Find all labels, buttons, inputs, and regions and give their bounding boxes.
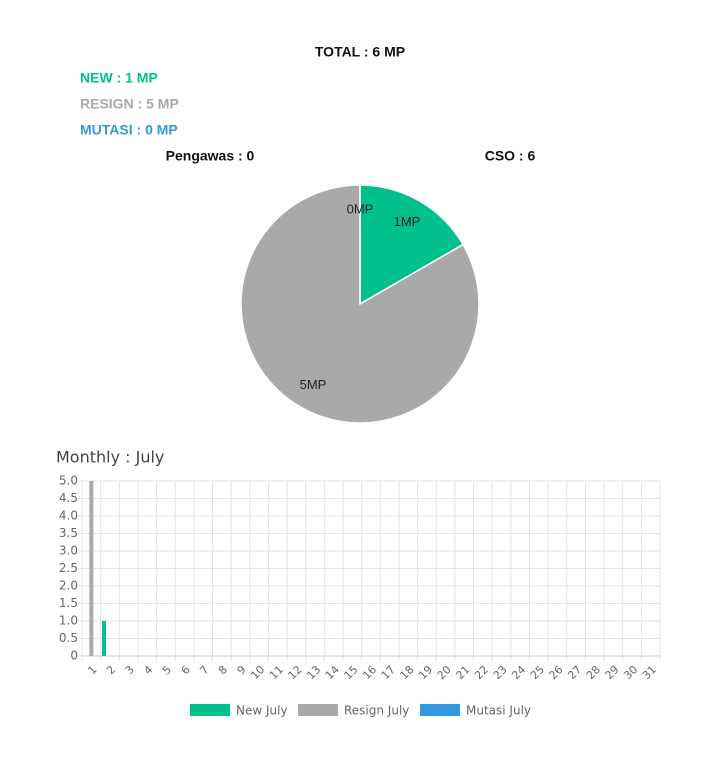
x-tick-label: 14	[323, 663, 342, 682]
x-tick-label: 13	[304, 663, 323, 682]
y-tick-label: 2.5	[59, 561, 78, 575]
x-tick-label: 15	[342, 663, 361, 682]
x-tick-label: 11	[267, 663, 286, 682]
x-tick-label: 23	[491, 663, 510, 682]
x-tick-label: 18	[397, 663, 416, 682]
legend-swatch	[420, 704, 460, 716]
resign-label: RESIGN : 5 MP	[80, 96, 179, 112]
x-tick-label: 6	[179, 663, 193, 677]
legend-swatch	[190, 704, 230, 716]
x-tick-label: 27	[565, 663, 584, 682]
x-tick-label: 21	[453, 663, 472, 682]
x-tick-label: 17	[379, 663, 398, 682]
x-tick-label: 5	[160, 663, 174, 677]
pie-value-label: 0MP	[347, 201, 374, 216]
pie-slice	[359, 184, 465, 306]
x-tick-label: 10	[248, 663, 267, 682]
x-tick-label: 26	[547, 663, 566, 682]
x-tick-label: 16	[360, 663, 379, 682]
x-tick-label: 28	[584, 663, 603, 682]
x-tick-label: 22	[472, 663, 491, 682]
x-tick-label: 1	[85, 663, 99, 677]
x-tick-label: 31	[640, 663, 659, 682]
y-tick-label: 0.5	[59, 631, 78, 645]
legend-label: Mutasi July	[466, 704, 531, 718]
bar	[101, 621, 106, 656]
x-tick-label: 4	[141, 663, 155, 677]
x-tick-label: 24	[509, 663, 528, 682]
y-tick-label: 3.0	[59, 544, 78, 558]
pengawas-label: Pengawas : 0	[166, 148, 255, 164]
y-tick-label: 0	[70, 649, 78, 663]
y-tick-label: 3.5	[59, 526, 78, 540]
x-tick-label: 25	[528, 663, 547, 682]
x-tick-label: 9	[235, 663, 249, 677]
bar	[89, 481, 94, 656]
y-tick-label: 5.0	[59, 474, 78, 488]
y-tick-label: 4.0	[59, 509, 78, 523]
x-tick-label: 19	[416, 663, 435, 682]
y-tick-label: 4.5	[59, 491, 78, 505]
chart-title: Monthly : July	[56, 448, 164, 467]
cso-label: CSO : 6	[485, 148, 536, 164]
y-tick-label: 2.0	[59, 579, 78, 593]
legend-label: New July	[236, 704, 288, 718]
mutasi-label: MUTASI : 0 MP	[80, 122, 178, 138]
x-tick-label: 2	[104, 663, 118, 677]
legend-label: Resign July	[344, 704, 409, 718]
total-label: TOTAL : 6 MP	[315, 44, 405, 60]
x-tick-label: 30	[621, 663, 640, 682]
legend-swatch	[298, 704, 338, 716]
pie-slice	[240, 184, 480, 424]
x-tick-label: 8	[216, 663, 230, 677]
x-tick-label: 3	[123, 663, 137, 677]
x-tick-label: 29	[603, 663, 622, 682]
x-tick-label: 7	[197, 663, 211, 677]
new-label: NEW : 1 MP	[80, 70, 158, 86]
x-tick-label: 12	[286, 663, 305, 682]
y-tick-label: 1.5	[59, 596, 78, 610]
y-tick-label: 1.0	[59, 614, 78, 628]
x-tick-label: 20	[435, 663, 454, 682]
pie-value-label: 1MP	[394, 214, 421, 229]
pie-value-label: 5MP	[300, 377, 327, 392]
